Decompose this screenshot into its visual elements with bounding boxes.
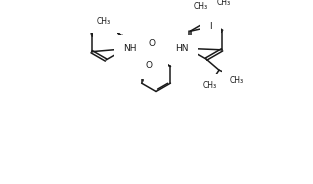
Text: O: O	[145, 61, 152, 70]
Text: CH₃: CH₃	[194, 2, 208, 11]
Text: I: I	[209, 22, 212, 31]
Text: O: O	[149, 39, 156, 48]
Text: HN: HN	[176, 44, 189, 53]
Text: CH₃: CH₃	[97, 17, 111, 26]
Text: NH: NH	[123, 44, 136, 53]
Text: CH₃: CH₃	[101, 17, 115, 26]
Text: CH₃: CH₃	[203, 81, 217, 90]
Text: CH₃: CH₃	[217, 0, 231, 7]
Text: N: N	[153, 53, 159, 62]
Text: CH₃: CH₃	[229, 76, 244, 85]
Text: N: N	[102, 22, 109, 31]
